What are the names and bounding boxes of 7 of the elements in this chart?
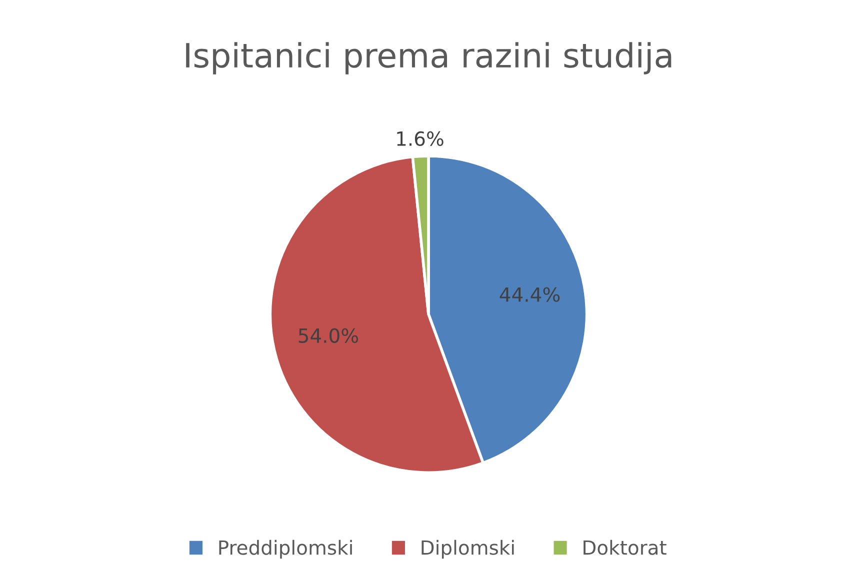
data-label: 44.4% [500,287,560,302]
legend-label: Preddiplomski [219,540,352,559]
chart-title: Ispitanici prema razini studija [186,42,672,74]
data-label: 1.6% [397,131,444,146]
legend-label: Diplomski [422,540,514,559]
legend-label: Doktorat [584,540,666,555]
data-label: 54.0% [298,328,358,343]
